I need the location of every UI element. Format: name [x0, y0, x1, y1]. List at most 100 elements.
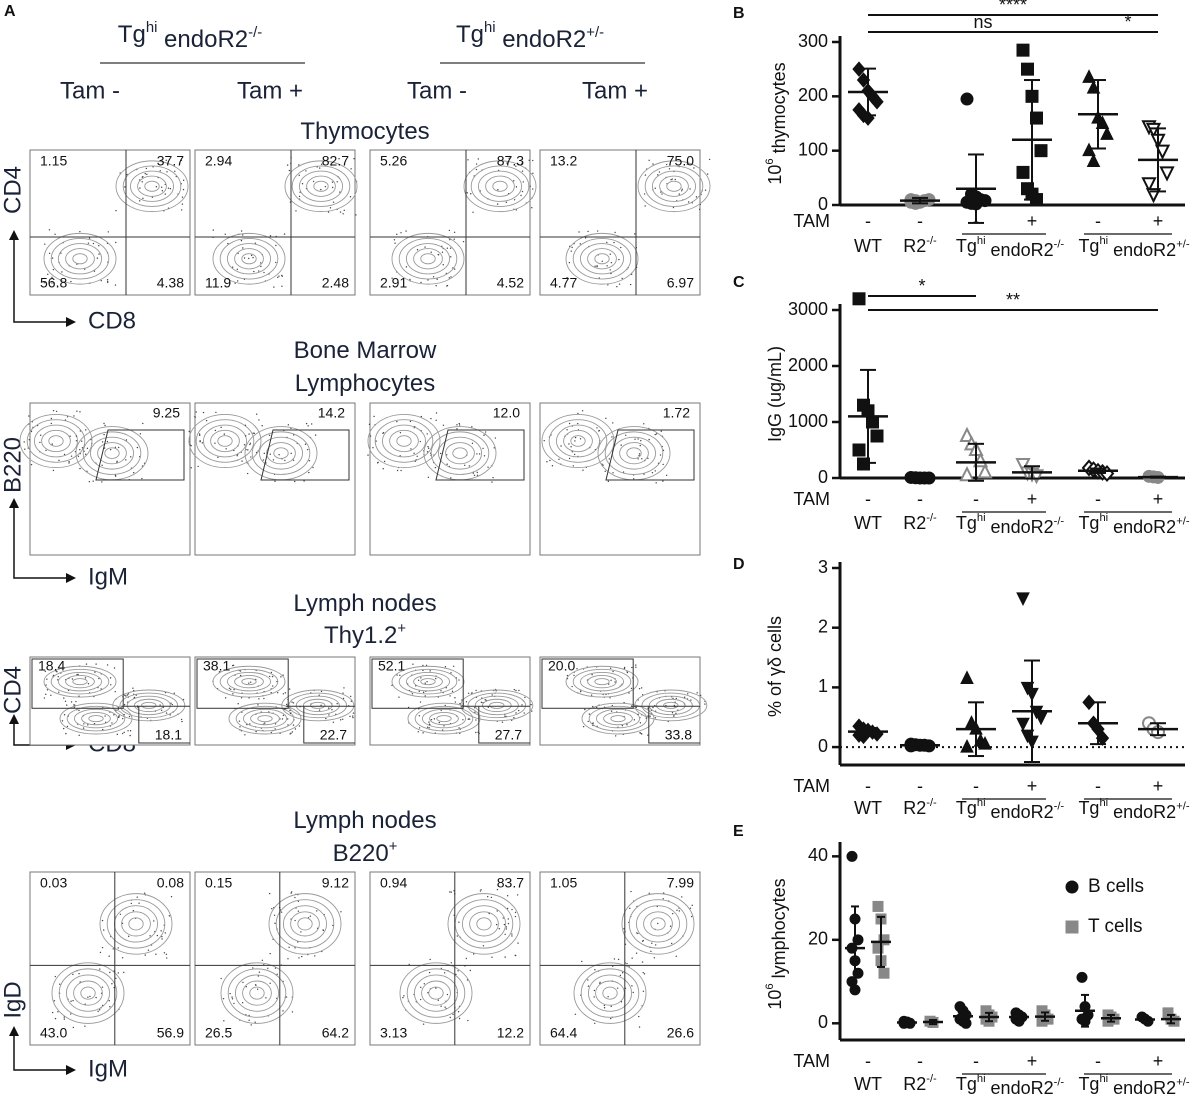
event-dot	[160, 709, 163, 712]
event-dot	[126, 694, 129, 696]
event-dot	[643, 973, 646, 975]
x-axis-label: IgM	[88, 563, 128, 590]
event-dot	[239, 670, 242, 672]
gate-value: 7.99	[667, 875, 694, 891]
event-dot	[47, 273, 49, 276]
event-dot	[450, 891, 452, 893]
event-dot	[502, 917, 504, 919]
event-dot	[495, 690, 497, 692]
x-category-label: WT	[854, 1074, 882, 1094]
event-dot	[269, 982, 271, 984]
event-dot	[290, 892, 292, 894]
superscript: -/-	[248, 25, 262, 41]
event-dot	[657, 922, 659, 925]
event-dot	[613, 958, 616, 960]
event-dot	[428, 721, 430, 723]
event-dot	[426, 726, 429, 728]
event-dot	[465, 701, 468, 703]
tam-sign: +	[1027, 776, 1038, 796]
event-dot	[282, 693, 285, 695]
event-dot	[456, 424, 458, 426]
event-dot	[505, 926, 508, 928]
event-dot	[277, 276, 279, 279]
contour	[565, 232, 639, 285]
event-dot	[50, 417, 53, 420]
event-dot	[160, 930, 162, 932]
event-dot	[483, 434, 485, 436]
event-dot	[521, 190, 524, 193]
flow-plot	[539, 402, 701, 556]
event-dot	[106, 664, 109, 666]
event-dot	[427, 476, 430, 479]
event-dot	[113, 667, 116, 669]
contour	[485, 175, 515, 197]
event-dot	[236, 455, 238, 457]
event-dot	[416, 455, 418, 458]
event-dot	[146, 173, 148, 176]
y-axis-label: CD4	[0, 166, 26, 214]
text-part: endoR2	[986, 517, 1054, 537]
event-dot	[289, 709, 291, 712]
y-axis-label: CD4	[0, 666, 26, 714]
contour	[398, 237, 458, 280]
event-dot	[506, 895, 509, 897]
x-category-label: R2-/-	[903, 1073, 937, 1094]
contour	[242, 980, 272, 1006]
event-dot	[249, 681, 252, 683]
event-dot	[621, 724, 624, 727]
gate-value: 9.25	[153, 405, 180, 421]
tam-sign: -	[917, 211, 923, 231]
event-dot	[504, 956, 506, 958]
text-part: endoR2	[1108, 240, 1176, 260]
event-dot	[124, 694, 126, 696]
event-dot	[63, 1018, 66, 1020]
event-dot	[339, 719, 342, 721]
event-dot	[274, 480, 276, 483]
event-dot	[260, 265, 262, 268]
event-dot	[199, 440, 201, 442]
event-dot	[45, 693, 47, 696]
event-dot	[79, 467, 81, 470]
event-dot	[166, 171, 168, 173]
tam-label: Tam +	[582, 77, 648, 104]
event-dot	[662, 463, 664, 466]
event-dot	[101, 441, 104, 443]
gate-value: 0.03	[40, 875, 67, 891]
event-dot	[635, 664, 637, 666]
event-dot	[372, 446, 374, 449]
superscript: +	[389, 839, 398, 855]
event-dot	[634, 438, 636, 440]
event-dot	[416, 249, 419, 251]
contour	[48, 435, 64, 447]
contour	[65, 248, 95, 270]
x-category-label: R2-/-	[903, 235, 937, 256]
contour	[413, 248, 443, 270]
contour	[406, 968, 466, 1018]
event-dot	[288, 946, 290, 948]
text-part: endoR2	[1108, 517, 1176, 537]
event-dot	[51, 282, 53, 284]
event-dot	[607, 284, 609, 286]
event-dot	[225, 448, 227, 450]
event-dot	[442, 424, 445, 426]
event-dot	[409, 278, 411, 281]
event-dot	[368, 423, 371, 426]
event-dot	[100, 688, 102, 690]
gate	[541, 658, 634, 709]
event-dot	[109, 677, 112, 679]
event-dot	[637, 458, 639, 460]
contour	[242, 708, 288, 729]
event-dot	[655, 433, 658, 435]
superscript: hi	[977, 235, 986, 247]
event-dot	[155, 953, 157, 955]
event-dot	[638, 1026, 641, 1028]
event-dot	[598, 277, 600, 279]
event-dot	[435, 677, 437, 680]
gate-value: 11.9	[205, 275, 231, 291]
event-dot	[638, 454, 640, 457]
contour	[128, 917, 144, 931]
event-dot	[496, 910, 498, 912]
event-dot	[258, 419, 260, 421]
event-dot	[123, 704, 126, 706]
contour	[72, 678, 88, 686]
